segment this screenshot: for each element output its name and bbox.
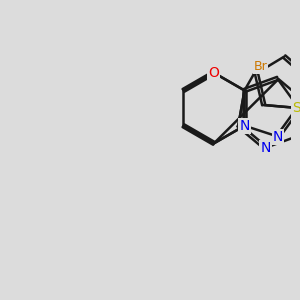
Text: N: N	[239, 119, 250, 133]
Text: O: O	[208, 66, 219, 80]
Text: Br: Br	[254, 60, 267, 73]
Text: S: S	[292, 101, 300, 115]
Text: N: N	[273, 130, 283, 144]
Text: N: N	[260, 141, 271, 155]
